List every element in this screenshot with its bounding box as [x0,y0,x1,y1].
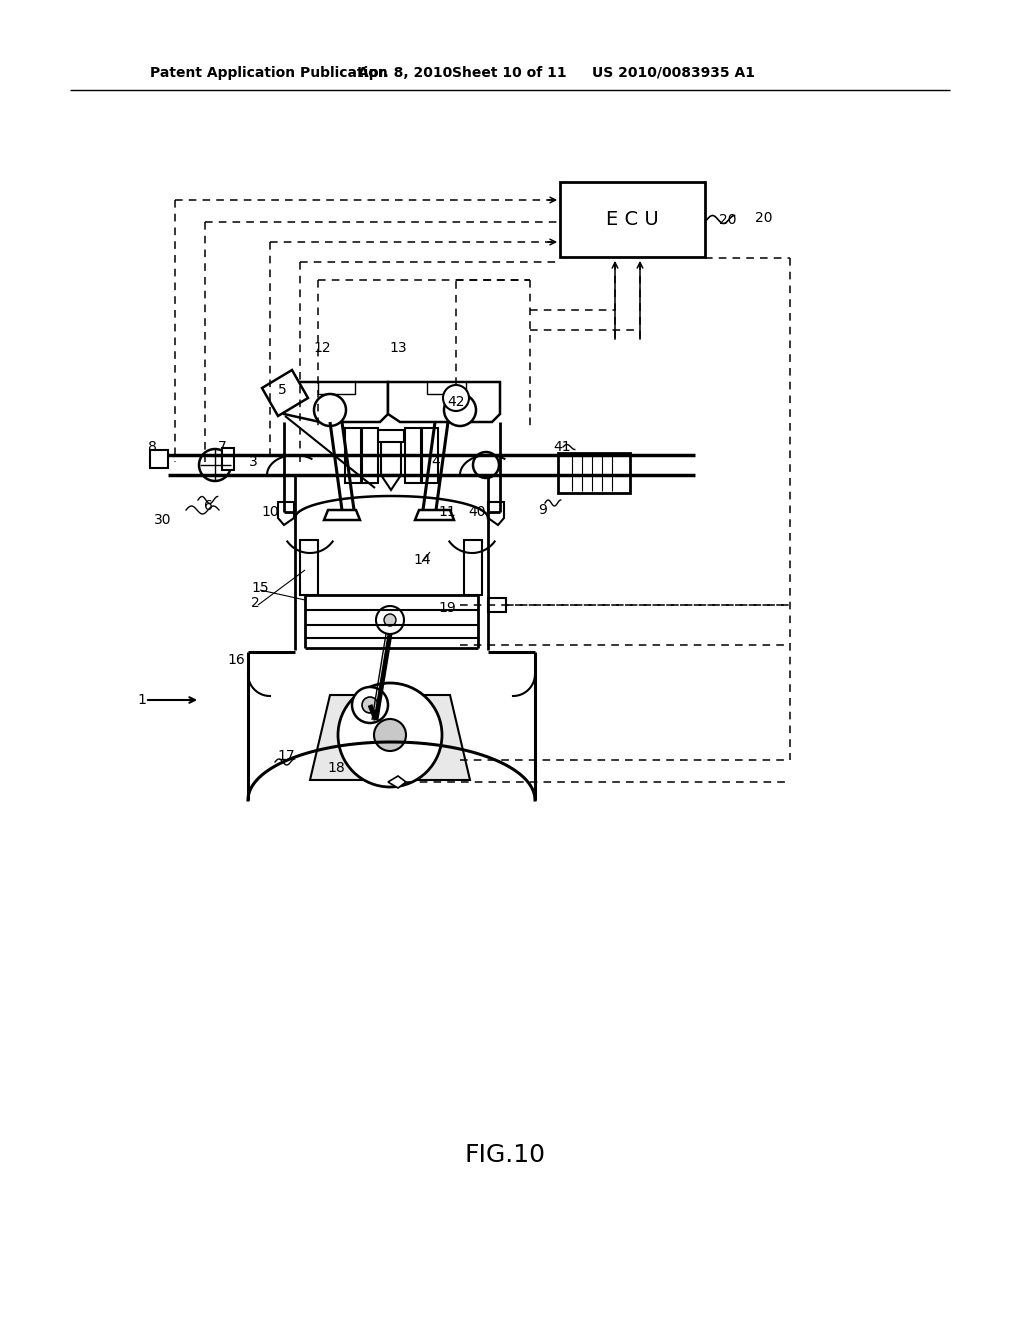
Text: 19: 19 [438,601,456,615]
Text: 17: 17 [278,748,295,763]
Polygon shape [388,776,406,788]
Bar [345,428,361,483]
Text: 20: 20 [755,210,772,224]
Text: 13: 13 [389,341,407,355]
Text: 42: 42 [447,395,465,409]
Polygon shape [318,381,355,393]
Polygon shape [278,502,294,525]
Text: 16: 16 [227,653,245,667]
Circle shape [384,614,396,626]
Text: 15: 15 [251,581,269,595]
Bar [488,598,506,612]
Text: 5: 5 [278,383,287,397]
Text: E C U: E C U [606,210,658,228]
Text: Sheet 10 of 11: Sheet 10 of 11 [452,66,566,81]
Text: 8: 8 [147,440,157,454]
Polygon shape [388,381,500,422]
Bar [362,428,378,483]
Bar [381,440,401,475]
Text: 40: 40 [468,506,485,519]
Circle shape [338,682,442,787]
Circle shape [376,606,404,634]
Bar [560,182,705,257]
Circle shape [444,393,476,426]
Text: 14: 14 [414,553,431,568]
Text: Apr. 8, 2010: Apr. 8, 2010 [358,66,453,81]
Text: 18: 18 [327,762,345,775]
Text: 3: 3 [249,455,257,469]
Text: 20: 20 [719,213,736,227]
Text: 10: 10 [261,506,279,519]
Circle shape [199,449,231,480]
Circle shape [443,385,469,411]
Text: Patent Application Publication: Patent Application Publication [150,66,388,81]
Circle shape [362,697,378,713]
Text: 41: 41 [553,440,570,454]
Bar [464,540,482,595]
Bar [300,540,318,595]
Text: US 2010/0083935 A1: US 2010/0083935 A1 [592,66,755,81]
Polygon shape [381,475,401,490]
Bar [378,430,404,442]
Polygon shape [284,381,388,422]
Text: 12: 12 [313,341,331,355]
Bar [150,450,168,469]
Text: 11: 11 [438,506,456,519]
Text: 1: 1 [137,693,146,708]
Text: 2: 2 [251,597,259,610]
Text: FIG.10: FIG.10 [465,1143,546,1167]
Polygon shape [488,502,504,525]
Text: 9: 9 [539,503,548,517]
Circle shape [473,451,499,478]
Text: 7: 7 [218,440,226,454]
Bar [406,428,421,483]
Text: 4: 4 [432,455,440,469]
Bar [558,453,630,492]
Polygon shape [310,696,470,780]
Polygon shape [415,510,454,520]
Circle shape [352,686,388,723]
Bar [222,447,234,470]
Text: 30: 30 [155,513,172,527]
Bar [422,428,438,483]
Polygon shape [427,381,466,393]
Polygon shape [324,510,360,520]
Circle shape [314,393,346,426]
Circle shape [374,719,406,751]
Text: 6: 6 [204,499,212,513]
Polygon shape [262,370,308,416]
